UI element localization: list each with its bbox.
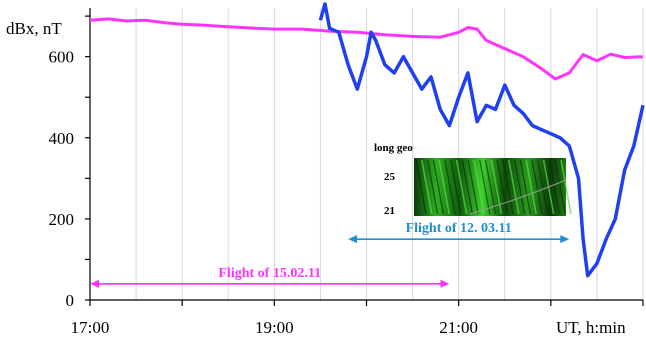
y-axis-title: dBx, nT: [6, 19, 62, 38]
spectrogram-streak: [479, 159, 491, 215]
spectrogram-streaks: [415, 159, 572, 215]
spectrogram-streak: [502, 159, 514, 215]
series-layer: [89, 2, 645, 278]
spectrogram-streak: [485, 159, 497, 215]
spectrogram-streak: [554, 159, 566, 215]
spectrogram-streak: [537, 159, 549, 215]
spectrogram-streak: [438, 159, 450, 215]
spectrogram-streak: [508, 159, 520, 215]
flight-arrow-head-left: [90, 279, 99, 288]
tick-labels: 17:00 19:00 21:00 0 200 400 600: [49, 48, 479, 337]
spectrogram-streak: [525, 159, 537, 215]
flight-arrow-head-right: [560, 235, 570, 244]
spectrogram-streak: [415, 159, 427, 215]
spectrogram-streak: [548, 159, 560, 215]
y-tick-label: 600: [49, 48, 75, 67]
inset-label-25: 25: [384, 171, 396, 183]
spectrogram-trace: [469, 179, 567, 215]
flight-label: Flight of 15.02.11: [218, 266, 321, 281]
tick-marks: [85, 15, 644, 306]
y-tick-label: 0: [66, 291, 75, 310]
gridlines: [135, 8, 644, 300]
spectrogram-streak: [461, 159, 473, 215]
y-tick-label: 200: [49, 210, 75, 229]
spectrogram-streak: [560, 159, 572, 215]
x-tick-label: 17:00: [71, 318, 110, 337]
spectrogram-streak: [531, 159, 543, 215]
spectrogram-streak: [444, 159, 456, 215]
flight-annotations: Flight of 15.02.11 Flight of 12. 03.11: [90, 221, 570, 288]
spectrogram-streak: [450, 159, 462, 215]
inset-title: long geo: [374, 142, 413, 154]
spectrogram-streak: [496, 159, 508, 215]
series-line-1: [89, 17, 644, 81]
flight-arrow-head-left: [348, 235, 358, 244]
inset-label-21: 21: [384, 205, 395, 217]
flight-arrow-head-right: [440, 279, 450, 288]
spectrogram-inset: long geo 25 21: [374, 142, 572, 217]
y-tick-label: 400: [49, 129, 75, 148]
x-tick-label: 19:00: [255, 318, 294, 337]
spectrogram-streak: [421, 159, 433, 215]
spectrogram-streak: [519, 159, 531, 215]
spectrogram-streak: [427, 159, 439, 215]
x-axis-title: UT, h:min: [556, 318, 626, 337]
spectrogram-streak: [432, 159, 444, 215]
flight-label: Flight of 12. 03.11: [406, 221, 512, 236]
spectrogram-streak: [473, 159, 485, 215]
spectrogram-streak: [514, 159, 526, 215]
series-line-2: [318, 2, 645, 278]
spectrogram-streak: [467, 159, 479, 215]
x-tick-label: 21:00: [439, 318, 478, 337]
spectrogram-streak: [455, 159, 468, 215]
